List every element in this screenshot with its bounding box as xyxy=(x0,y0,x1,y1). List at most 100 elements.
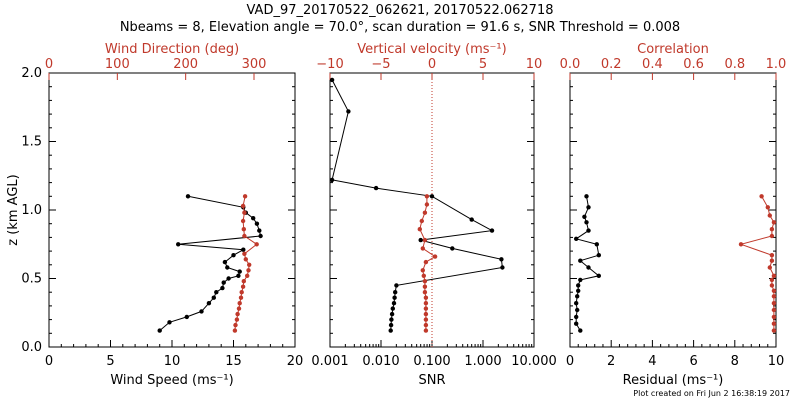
data-point xyxy=(329,177,335,183)
x-top-tick-label: 200 xyxy=(173,57,198,72)
figure-title-line2: Nbeams = 8, Elevation angle = 70.0°, sca… xyxy=(120,20,680,35)
data-point xyxy=(231,253,236,258)
data-point xyxy=(574,236,579,241)
data-point xyxy=(226,276,231,281)
data-point xyxy=(578,277,583,283)
data-point xyxy=(240,284,246,289)
data-point xyxy=(771,294,777,299)
data-point xyxy=(771,314,777,320)
data-point xyxy=(576,288,581,293)
x-top-tick-label: 0 xyxy=(45,57,53,72)
data-point xyxy=(206,301,212,306)
x-bottom-axis-label: SNR xyxy=(418,373,445,388)
data-point xyxy=(421,273,426,278)
data-point xyxy=(390,306,395,311)
data-point xyxy=(423,259,429,265)
data-point xyxy=(423,301,429,306)
data-point xyxy=(242,210,247,215)
data-point xyxy=(424,194,430,199)
x-top-tick-label: 100 xyxy=(105,57,130,72)
data-point xyxy=(596,273,601,278)
data-point xyxy=(237,269,242,274)
data-point xyxy=(392,295,397,300)
data-point xyxy=(394,283,399,288)
plot-created-footer: Plot created on Fri Jun 2 16:38:19 2017 xyxy=(633,389,790,398)
data-point xyxy=(167,320,172,325)
data-point xyxy=(584,194,589,199)
data-point xyxy=(423,328,429,333)
data-point xyxy=(424,202,430,207)
data-point xyxy=(239,290,244,295)
data-point xyxy=(422,284,428,289)
data-point xyxy=(220,285,225,291)
data-point xyxy=(388,328,393,333)
data-point xyxy=(257,228,262,233)
x-bottom-tick-label: 0.010 xyxy=(362,354,399,369)
data-point xyxy=(586,265,591,270)
data-point xyxy=(586,205,591,210)
x-bottom-tick-label: 6 xyxy=(689,354,697,369)
data-point xyxy=(420,246,425,251)
data-point xyxy=(232,328,238,333)
x-bottom-tick-label: 0.001 xyxy=(311,354,348,369)
data-point xyxy=(584,220,589,225)
data-point xyxy=(234,317,240,322)
data-point xyxy=(236,273,241,278)
data-point xyxy=(771,220,777,225)
x-bottom-tick-label: 0.100 xyxy=(413,354,450,369)
data-point xyxy=(237,301,242,306)
x-bottom-tick-label: 10 xyxy=(768,354,785,369)
data-point xyxy=(221,280,226,285)
data-point xyxy=(254,242,259,247)
data-point xyxy=(222,259,228,265)
data-point xyxy=(771,307,777,313)
data-point xyxy=(574,321,579,326)
data-point xyxy=(393,290,398,295)
data-point xyxy=(388,322,394,328)
data-point xyxy=(594,242,599,247)
x-top-tick-label: 0.6 xyxy=(683,57,704,72)
data-point xyxy=(771,301,777,306)
data-point xyxy=(769,227,775,232)
series-line xyxy=(234,196,258,331)
x-bottom-tick-label: 2 xyxy=(607,354,615,369)
data-point xyxy=(242,233,247,239)
data-point xyxy=(240,203,246,209)
data-point xyxy=(240,218,246,224)
data-point xyxy=(389,311,395,317)
data-point xyxy=(422,290,428,295)
x-bottom-tick-label: 0 xyxy=(566,354,574,369)
x-top-tick-label: 0.2 xyxy=(601,57,622,72)
x-bottom-tick-label: 15 xyxy=(225,354,242,369)
data-point xyxy=(469,217,474,222)
data-point xyxy=(373,185,379,191)
data-point xyxy=(575,307,580,313)
data-point xyxy=(254,221,260,226)
data-point xyxy=(576,283,581,288)
data-point xyxy=(238,295,244,300)
data-point xyxy=(586,228,591,233)
data-point xyxy=(235,311,240,317)
x-bottom-tick-label: 8 xyxy=(731,354,739,369)
data-point xyxy=(767,265,772,270)
panel-frame xyxy=(569,72,777,348)
x-bottom-tick-label: 20 xyxy=(287,354,304,369)
data-point xyxy=(423,311,429,317)
data-point xyxy=(329,77,335,83)
data-point xyxy=(771,328,777,333)
data-point xyxy=(199,309,204,314)
data-point xyxy=(419,218,424,224)
x-bottom-axis-label: Residual (ms⁻¹) xyxy=(623,373,724,388)
y-tick-label: 2.0 xyxy=(21,66,42,81)
x-bottom-axis-label: Wind Speed (ms⁻¹) xyxy=(110,373,233,388)
data-point xyxy=(422,210,428,215)
data-point xyxy=(769,283,775,288)
data-point xyxy=(245,273,250,278)
data-point xyxy=(389,317,394,322)
data-point xyxy=(241,279,246,284)
data-point xyxy=(499,257,504,262)
data-point xyxy=(432,254,438,259)
data-point xyxy=(423,295,429,300)
